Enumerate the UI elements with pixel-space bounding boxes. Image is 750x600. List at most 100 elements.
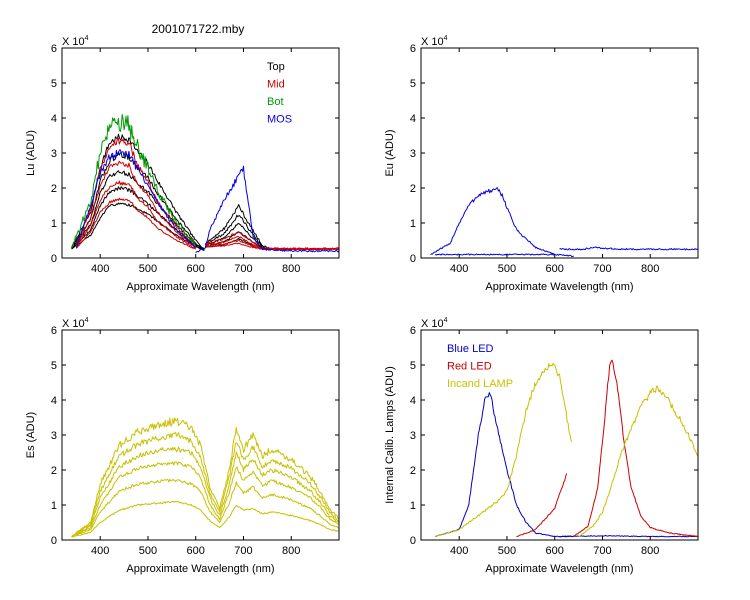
chart-eu: 400 500 600 700 800 0 1 2 3 4 5 6 X 104 Approximate W…	[384, 35, 699, 293]
x-tick-label: 700	[593, 545, 611, 557]
chart-lu: 400 500 600 700 800 0 1 2 3 4 5 6 X 104 Approximate W…	[25, 35, 340, 293]
legend-entry-bot: Bot	[267, 96, 284, 108]
x-tick-label: 800	[641, 545, 659, 557]
series-line-eu	[559, 246, 698, 251]
y-tick-label: 1	[51, 500, 57, 512]
y-tick-label: 3	[410, 148, 416, 160]
legend-entry-top: Top	[267, 61, 285, 73]
x-tick-label: 600	[187, 545, 205, 557]
series-line-blue-led	[435, 392, 574, 538]
y-tick-label: 6	[410, 325, 416, 337]
legend-entry-blue-led: Blue LED	[447, 343, 494, 355]
y-tick-label: 5	[410, 360, 416, 372]
y-tick-label: 0	[410, 535, 416, 547]
x-tick-label: 700	[593, 263, 611, 275]
x-tick-label: 400	[450, 545, 468, 557]
y-tick-label: 1	[410, 218, 416, 230]
series-line-bot	[71, 114, 196, 249]
series-line-top	[205, 204, 273, 250]
plot-frame	[61, 47, 340, 259]
x-tick-label: 400	[91, 263, 109, 275]
series-group	[71, 417, 339, 538]
legend-entry-incand-lamp: Incand LAMP	[447, 378, 513, 390]
x-tick-label: 600	[187, 263, 205, 275]
x-tick-label: 700	[234, 263, 252, 275]
y-tick-label: 0	[51, 253, 57, 265]
series-line-mid	[205, 236, 339, 250]
y-axis-label: Lu (ADU)	[25, 130, 37, 176]
series-line-es	[71, 446, 339, 538]
x-tick-label: 500	[139, 263, 157, 275]
series-line-top	[205, 214, 273, 250]
y-tick-label: 3	[410, 430, 416, 442]
y-tick-label: 6	[51, 43, 57, 55]
x-tick-label: 500	[498, 263, 516, 275]
y-tick-label: 6	[410, 43, 416, 55]
x-tick-label: 700	[234, 545, 252, 557]
series-line-red-led	[573, 359, 698, 537]
y-tick-label: 4	[410, 395, 416, 407]
x-tick-label: 600	[546, 545, 564, 557]
series-line-red-led	[516, 473, 568, 538]
series-line-mos	[195, 165, 339, 254]
series-line-es	[71, 500, 339, 538]
y-axis-label: Es (ADU)	[25, 412, 37, 458]
series-line-incand-lamp	[578, 385, 698, 537]
legend-entry-mos: MOS	[267, 114, 292, 126]
y-tick-label: 5	[51, 360, 57, 372]
series-line-eu	[430, 187, 574, 258]
y-tick-label: 1	[410, 500, 416, 512]
y-tick-label: 3	[51, 430, 57, 442]
y-scale-label: X 104	[421, 317, 448, 330]
y-tick-label: 0	[51, 535, 57, 547]
series-group	[430, 187, 698, 258]
series-line-top	[71, 202, 205, 251]
x-axis-label: Approximate Wavelength (nm)	[126, 281, 274, 293]
y-tick-label: 2	[410, 183, 416, 195]
series-line-eu	[434, 253, 555, 256]
series-line-es	[71, 417, 339, 538]
series-line-top	[71, 186, 205, 251]
y-tick-label: 2	[51, 183, 57, 195]
series-group	[434, 359, 698, 538]
chart-es: 400 500 600 700 800 0 1 2 3 4 5 6 X 104 Approximate W…	[25, 317, 340, 575]
y-scale-exponent: 4	[444, 317, 448, 324]
y-tick-label: 3	[51, 148, 57, 160]
series-line-es	[71, 431, 339, 538]
y-tick-label: 5	[410, 78, 416, 90]
chart-cal: 400 500 600 700 800 0 1 2 3 4 5 6 X 104 Approximate W…	[384, 317, 699, 575]
series-line-mos	[75, 149, 197, 249]
x-tick-label: 600	[546, 263, 564, 275]
y-scale-exponent: 4	[85, 317, 89, 324]
x-tick-label: 800	[282, 545, 300, 557]
y-tick-label: 4	[410, 113, 416, 125]
y-axis-label: Eu (ADU)	[384, 129, 396, 176]
y-scale-exponent: 4	[444, 35, 448, 42]
legend-entry-mid: Mid	[267, 79, 285, 91]
legend-entry-red-led: Red LED	[447, 361, 492, 373]
series-line-es	[71, 461, 339, 537]
x-tick-label: 800	[282, 263, 300, 275]
plot-frame	[420, 47, 699, 259]
y-scale-exponent: 4	[85, 35, 89, 42]
series-line-es	[71, 478, 339, 537]
x-axis-label: Approximate Wavelength (nm)	[485, 563, 633, 575]
series-line-mid	[75, 180, 196, 250]
y-tick-label: 2	[51, 465, 57, 477]
series-group	[71, 114, 339, 254]
series-line-incand-lamp	[434, 362, 572, 537]
y-tick-label: 4	[51, 395, 57, 407]
x-tick-label: 400	[450, 263, 468, 275]
x-axis-label: Approximate Wavelength (nm)	[485, 281, 633, 293]
series-line-mid	[75, 197, 197, 250]
y-tick-label: 0	[410, 253, 416, 265]
x-tick-label: 400	[91, 545, 109, 557]
y-tick-label: 5	[51, 78, 57, 90]
y-tick-label: 2	[410, 465, 416, 477]
x-tick-label: 800	[641, 263, 659, 275]
figure-title: 2001071722.mby	[152, 22, 245, 36]
y-scale-label: X 104	[421, 35, 448, 48]
y-axis-label: Internal Calib. Lamps (ADU)	[384, 366, 396, 504]
